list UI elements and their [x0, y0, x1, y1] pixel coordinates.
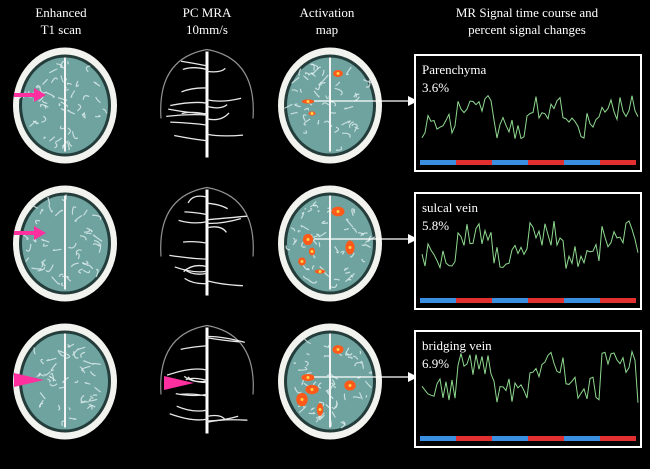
stimulus-block-blue [564, 160, 600, 165]
header-signal-time-course: MR Signal time course and percent signal … [455, 5, 599, 37]
stimulus-block-blue [564, 436, 600, 441]
signal-trace [420, 94, 639, 165]
pink-arrow-icon [14, 226, 46, 240]
t1-scan-image [13, 323, 117, 439]
stimulus-block-blue [492, 436, 528, 441]
signal-trace [420, 220, 639, 303]
signal-panel-3: bridging vein 6.9% [414, 330, 642, 448]
stimulus-block-red [456, 436, 492, 441]
pc-mra-image [160, 324, 254, 433]
connector-arrow-icon [314, 372, 418, 382]
activation-map-image [278, 185, 382, 301]
stimulus-block-blue [564, 298, 600, 303]
connector-arrow-icon [314, 96, 418, 106]
stimulus-block-red [600, 298, 636, 303]
region-label: Parenchyma [422, 62, 487, 77]
connector-arrow-icon [314, 234, 418, 244]
percent-change: 3.6% [422, 80, 450, 95]
pink-arrowhead-icon [14, 373, 44, 387]
header-pc-mra: PC MRA 10mm/s [182, 5, 232, 37]
stimulus-block-red [456, 160, 492, 165]
pc-mra-image [160, 186, 254, 295]
signal-panel-2: sulcal vein 5.8% [414, 192, 642, 310]
signal-trace [420, 349, 639, 441]
activation-map-image [278, 323, 382, 439]
percent-change: 5.8% [422, 218, 450, 233]
stimulus-block-red [528, 436, 564, 441]
t1-scan-image [13, 47, 117, 163]
stimulus-block-red [456, 298, 492, 303]
region-label: sulcal vein [422, 200, 478, 215]
stimulus-block-blue [420, 298, 456, 303]
stimulus-block-blue [492, 160, 528, 165]
pink-arrowhead-icon [164, 376, 194, 390]
signal-panel-1: Parenchyma 3.6% [414, 54, 642, 172]
stimulus-block-red [528, 298, 564, 303]
stimulus-block-red [528, 160, 564, 165]
pink-arrow-icon [14, 88, 46, 102]
stimulus-block-red [600, 436, 636, 441]
t1-scan-image [13, 185, 117, 301]
percent-change: 6.9% [422, 356, 450, 371]
stimulus-block-blue [492, 298, 528, 303]
stimulus-block-red [600, 160, 636, 165]
header-activation-map: Activation map [299, 5, 355, 37]
stimulus-block-blue [420, 160, 456, 165]
header-enhanced-t1: Enhanced T1 scan [35, 5, 87, 37]
pc-mra-image [160, 48, 254, 157]
stimulus-block-blue [420, 436, 456, 441]
activation-map-image [278, 47, 382, 163]
region-label: bridging vein [422, 338, 492, 353]
